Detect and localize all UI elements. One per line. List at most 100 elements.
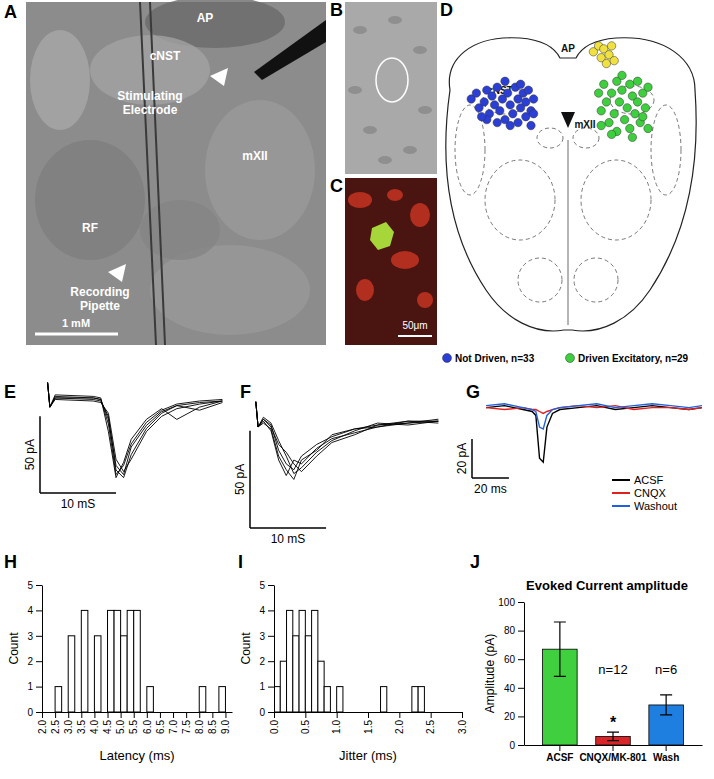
scale-bar — [249, 431, 251, 528]
texture — [363, 126, 377, 134]
panel-letter: F — [240, 382, 251, 402]
tick-mark — [55, 712, 56, 718]
panel-d: cNSTAPmXIINot Driven, n=33Driven Excitat… — [443, 38, 697, 364]
histogram-bar — [437, 712, 443, 713]
figure: ABCDEFGHIJAPcNSTmXIIRFStimulatingElectro… — [0, 0, 714, 779]
cell-location — [488, 92, 496, 100]
axis-title: Count — [7, 632, 21, 665]
tick: 3 — [259, 631, 274, 642]
tick-label: 8.5 — [207, 720, 218, 734]
histogram-bar — [418, 687, 424, 712]
histogram-bar — [324, 687, 330, 712]
tick: 6.0 — [142, 712, 153, 734]
cell-location — [628, 133, 636, 141]
tick-mark — [268, 636, 274, 637]
cell-location — [527, 121, 535, 129]
tick: 5 — [27, 580, 42, 591]
histogram-bar — [101, 712, 108, 713]
tick: 5 — [259, 580, 274, 591]
histogram-bar — [94, 636, 101, 712]
trace — [48, 383, 223, 478]
histogram-bar — [449, 712, 455, 713]
tick: 3.0 — [457, 712, 468, 734]
tick-mark — [337, 712, 338, 718]
scale-bar — [250, 527, 326, 529]
histogram-bar — [381, 687, 387, 712]
histogram-bar — [127, 610, 134, 712]
tick-label: 3 — [259, 631, 265, 642]
cell-location — [597, 107, 605, 115]
tick: 0 — [509, 740, 524, 751]
cell-location — [641, 104, 649, 112]
bars — [543, 622, 684, 745]
cell-location — [610, 110, 618, 118]
tick-mark — [666, 745, 667, 751]
legend-label: Driven Excitatory, n=29 — [578, 353, 689, 364]
histogram-bar — [88, 712, 95, 713]
tick-mark — [268, 661, 274, 662]
trace — [48, 383, 223, 478]
scale-bar-label: 1 mM — [62, 317, 90, 329]
nucleus-contour — [518, 258, 562, 302]
tick-mark — [268, 585, 274, 586]
tick-mark — [36, 712, 42, 713]
tick: 9.0 — [220, 712, 231, 734]
histogram-bar — [49, 712, 56, 713]
nucleus-contour — [651, 105, 681, 195]
texture — [413, 46, 427, 54]
tick-label: 4 — [259, 605, 265, 616]
cell-location — [516, 80, 524, 88]
histogram-bar — [186, 712, 193, 713]
trace — [48, 383, 223, 475]
cell-location — [529, 110, 537, 118]
texture — [353, 26, 367, 34]
tick-label: 2 — [27, 656, 33, 667]
scale-bar — [398, 335, 432, 337]
tick: CNQX/MK-801 — [579, 745, 647, 763]
trace — [256, 402, 439, 472]
electrode-label: Electrode — [123, 103, 178, 117]
red-cell — [417, 292, 433, 308]
axis: ACSFCNQX/MK-801Wash — [525, 745, 703, 763]
trace — [486, 406, 702, 463]
tick-label: 9.0 — [220, 720, 231, 734]
cell-location — [623, 104, 631, 112]
tick-mark — [274, 712, 275, 718]
cell-location — [522, 98, 530, 106]
panel-letter: E — [4, 382, 16, 402]
legend-swatch — [612, 492, 630, 494]
panel-letter: D — [440, 0, 453, 20]
axis-line — [43, 712, 233, 713]
histogram-bar — [140, 712, 147, 713]
scale-bar-label: 20 pA — [455, 443, 469, 474]
region-label: cNST — [150, 49, 181, 63]
histogram-bar — [443, 712, 449, 713]
tick-mark — [173, 712, 174, 718]
histogram-bar — [180, 712, 187, 713]
panel-letter: G — [466, 382, 480, 402]
tick-mark — [36, 585, 42, 586]
error-bar — [607, 732, 619, 741]
electrode-label: Stimulating — [117, 89, 182, 103]
texture — [348, 86, 362, 94]
tick: 20 — [504, 711, 524, 722]
histogram-bar — [166, 712, 173, 713]
histogram-bar — [153, 712, 160, 713]
tick: 7.0 — [168, 712, 179, 734]
tick-mark — [431, 712, 432, 718]
histogram-bar — [199, 687, 206, 712]
tick-label: 5 — [259, 580, 265, 591]
tick-mark — [559, 745, 560, 751]
tick: 5.5 — [128, 712, 139, 734]
nucleus-contour — [573, 128, 599, 148]
cell-location — [639, 113, 647, 121]
trace — [256, 402, 439, 480]
panel-letter: A — [4, 2, 17, 22]
tick-label: 7.0 — [168, 720, 179, 734]
tick-mark — [462, 712, 463, 718]
cell-location — [493, 83, 501, 91]
tick-label: 3.0 — [63, 720, 74, 734]
histogram-bar — [114, 610, 121, 712]
tick-label: 4 — [27, 605, 33, 616]
axis-title: Count — [239, 632, 253, 665]
